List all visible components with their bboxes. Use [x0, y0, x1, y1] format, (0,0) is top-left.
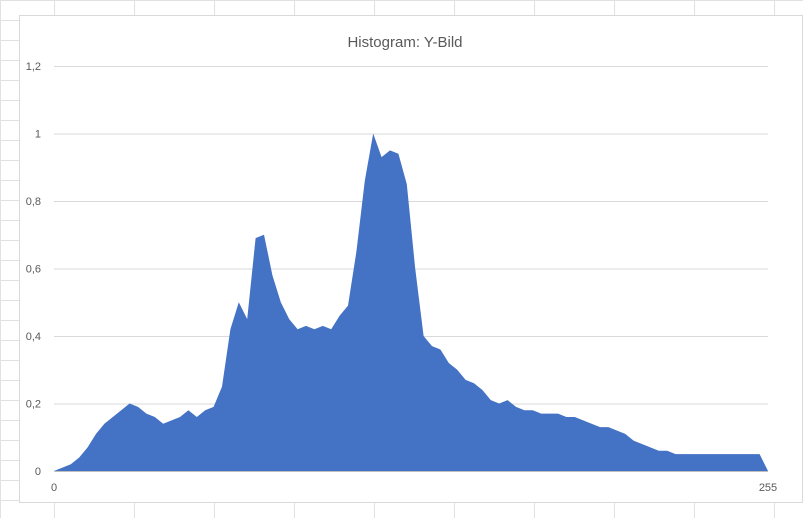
y-tick-label: 0,8: [26, 196, 41, 208]
series-area: [54, 133, 768, 471]
y-tick-label: 1,2: [26, 61, 41, 73]
x-tick-labels: 0 255: [51, 482, 777, 494]
y-tick-labels: 0 0,2 0,4 0,6 0,8 1 1,2: [26, 61, 41, 478]
y-tick-label: 1: [35, 129, 41, 141]
y-tick-label: 0,2: [26, 399, 41, 411]
y-tick-label: 0,6: [26, 264, 41, 276]
histogram-area: [54, 133, 768, 471]
x-tick-label: 0: [51, 482, 57, 494]
chart-plot: Histogram: Y-Bild 0 0,2 0,4 0,6 0,8 1 1,2 0 255: [26, 34, 777, 494]
chart-title: Histogram: Y-Bild: [347, 34, 462, 51]
y-tick-label: 0: [35, 466, 41, 478]
x-tick-label: 255: [759, 482, 777, 494]
y-tick-label: 0,4: [26, 331, 41, 343]
chart-area[interactable]: Histogram: Y-Bild 0 0,2 0,4 0,6 0,8 1 1,2 0 255: [19, 15, 803, 503]
